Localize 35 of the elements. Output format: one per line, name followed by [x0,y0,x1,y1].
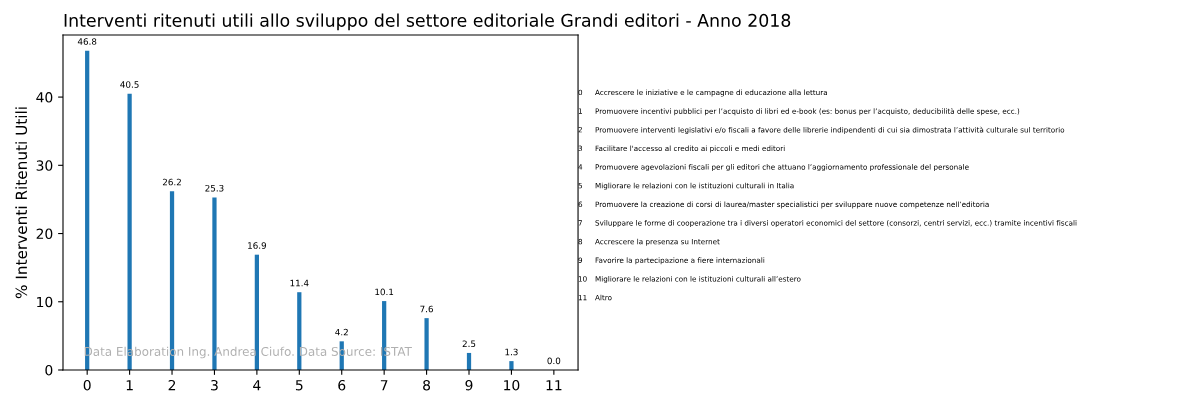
y-tick-label: 40 [36,92,53,103]
x-tick-label: 0 [83,379,91,391]
x-tick-label: 7 [380,380,388,391]
data-label: 10.1 [375,288,394,296]
bar [509,361,514,370]
y-tick-label: 0 [45,364,53,376]
data-label: 1.3 [505,348,518,356]
y-tick-label: 20 [36,228,53,240]
bar [424,318,429,370]
data-label: 4.2 [335,328,348,336]
data-label: 26.2 [162,178,181,186]
x-tick-label: 1 [126,380,133,391]
data-label: 40.5 [120,81,139,88]
y-tick-label: 30 [36,160,53,171]
x-tick-label: 9 [465,379,473,391]
data-label: 7.6 [420,305,433,313]
y-tick-label: 10 [37,296,53,308]
x-tick-label: 4 [253,380,261,391]
data-label: 16.9 [248,242,267,249]
x-tick-label: 10 [504,379,520,391]
data-label: 11.4 [290,279,309,287]
data-label: 2.5 [462,340,476,348]
x-tick-label: 3 [211,379,218,391]
x-tick-label: 6 [338,379,346,391]
x-tick-label: 8 [423,379,431,391]
chart-title: Interventi ritenuti utili allo sviluppo del settore editoriale Grandi editori - Anno 2018 [64,13,791,31]
x-tick-label: 11 [546,380,562,391]
data-label: 46.8 [77,38,97,45]
x-tick-label: 5 [295,380,303,391]
data-label: 25.3 [205,184,224,192]
data-label: 0.0 [547,357,561,365]
bar [254,254,259,370]
x-tick-label: 2 [168,379,176,391]
bar [297,292,302,370]
y-axis-title: % Interventi Ritenuti Utili [15,107,28,299]
